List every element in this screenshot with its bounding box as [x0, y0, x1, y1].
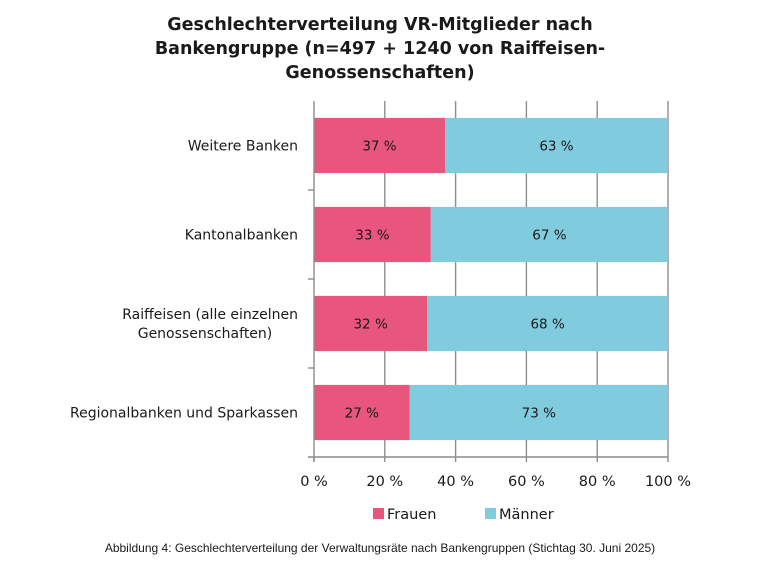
x-tick-label: 60 % — [508, 474, 545, 490]
chart-title-line: Geschlechterverteilung VR-Mitglieder nac… — [167, 15, 593, 35]
x-tick-label: 100 % — [645, 474, 691, 490]
category-label: Genossenschaften) — [138, 326, 273, 342]
bar-segment-frauen — [314, 206, 431, 263]
legend-label: Männer — [499, 507, 554, 523]
x-tick-label: 0 % — [300, 474, 328, 490]
x-tick-label: 20 % — [366, 474, 403, 490]
x-tick-label: 40 % — [437, 474, 474, 490]
data-label: 37 % — [362, 139, 396, 155]
legend-label: Frauen — [387, 507, 436, 523]
category-label: Regionalbanken und Sparkassen — [70, 406, 298, 422]
stacked-bar-chart: 37 % 63 % Weitere Banken 33 % 67 % Kantonalba… — [70, 101, 691, 523]
data-label: 73 % — [522, 406, 556, 422]
chart-title-line: Genossenschaften) — [285, 63, 475, 83]
bar-segment-frauen — [314, 384, 410, 441]
bar-segment-mnner — [409, 384, 668, 441]
x-tick-label: 80 % — [579, 474, 616, 490]
data-label: 27 % — [345, 406, 379, 422]
data-label: 67 % — [532, 228, 566, 244]
bar-segment-frauen — [314, 295, 428, 352]
data-label: 32 % — [353, 317, 387, 333]
legend-swatch-mnner — [485, 508, 496, 519]
category-label: Kantonalbanken — [185, 228, 298, 244]
data-label: 63 % — [539, 139, 573, 155]
bar-segment-frauen — [314, 117, 445, 174]
legend-swatch-frauen — [373, 508, 384, 519]
chart-title: Geschlechterverteilung VR-Mitglieder nac… — [100, 13, 660, 85]
category-label: Weitere Banken — [188, 139, 298, 155]
bar-segment-mnner — [430, 206, 668, 263]
data-label: 68 % — [530, 317, 564, 333]
bar-segment-mnner — [427, 295, 668, 352]
chart-title-line: Bankengruppe (n=497 + 1240 von Raiffeise… — [154, 39, 606, 59]
bar-segment-mnner — [444, 117, 668, 174]
figure-caption: Abbildung 4: Geschlechterverteilung der … — [104, 541, 656, 555]
data-label: 33 % — [355, 228, 389, 244]
category-label: Raiffeisen (alle einzelnen — [122, 307, 298, 323]
